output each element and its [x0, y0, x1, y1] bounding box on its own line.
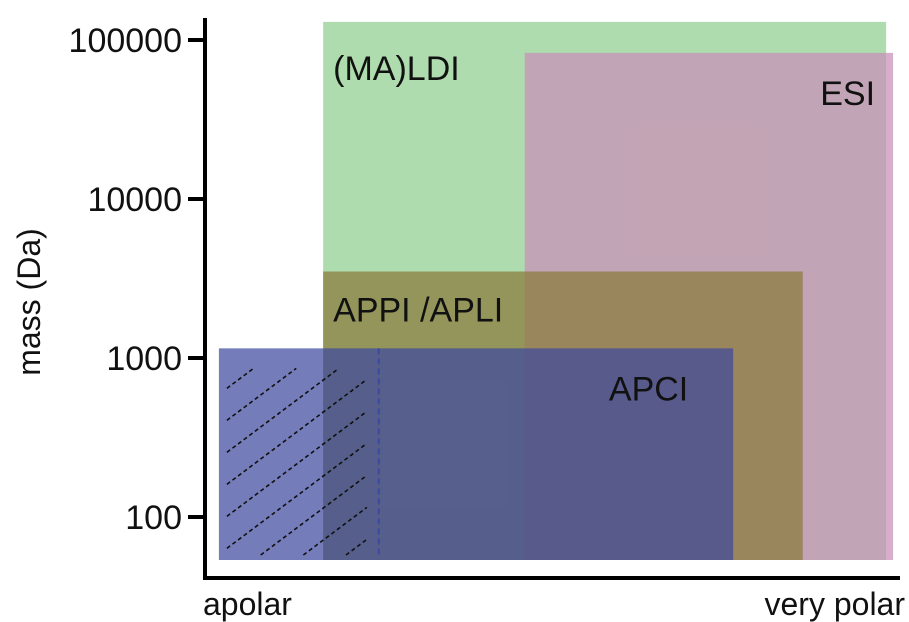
y-tick-label: 10000	[87, 181, 182, 219]
y-tick-label: 1000	[106, 340, 182, 378]
x-label-left: apolar	[203, 586, 292, 622]
region-label: APPI /APLI	[333, 291, 503, 329]
region-apci	[218, 348, 734, 560]
hatch-line	[302, 506, 368, 556]
hatch-line	[226, 442, 368, 549]
y-ticks: 100 1000 10000 100000	[69, 22, 205, 537]
y-tick-label: 100	[125, 499, 182, 537]
hatch-line	[226, 367, 255, 389]
hatch-line	[226, 367, 297, 421]
hatch-line	[226, 367, 340, 453]
hatched-area	[226, 348, 380, 556]
regions	[218, 21, 894, 561]
y-axis-title: mass (Da)	[11, 228, 47, 376]
hatch-line	[345, 538, 368, 556]
hatch-line	[226, 410, 368, 517]
hatch-line	[226, 378, 368, 485]
y-tick-label: 100000	[69, 22, 182, 60]
hatch-line	[260, 474, 368, 556]
x-label-right: very polar	[765, 586, 906, 622]
region-label: ESI	[820, 75, 875, 113]
region-labels: (MA)LDI ESI APPI /APLI APCI	[333, 50, 875, 408]
axes	[203, 18, 900, 580]
region-label: APCI	[609, 370, 688, 408]
region-label: (MA)LDI	[333, 50, 460, 88]
